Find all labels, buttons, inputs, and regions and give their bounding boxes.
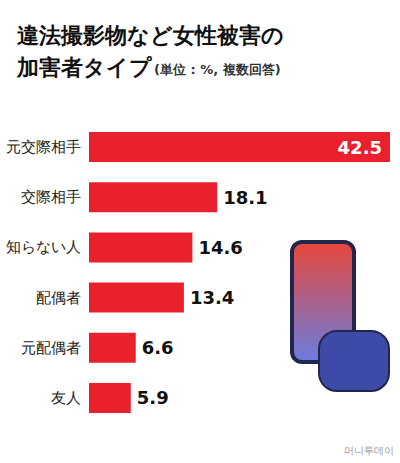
svg-text:5.9: 5.9 bbox=[137, 387, 169, 408]
svg-text:(単位 : %, 複数回答): (単位 : %, 複数回答) bbox=[154, 62, 281, 77]
svg-text:6.6: 6.6 bbox=[142, 337, 174, 358]
svg-text:加害者タイプ: 加害者タイプ bbox=[16, 55, 152, 80]
svg-text:42.5: 42.5 bbox=[338, 137, 382, 158]
svg-text:違法撮影物など女性被害の: 違法撮影物など女性被害の bbox=[17, 23, 284, 48]
svg-text:知らない人: 知らない人 bbox=[6, 238, 81, 256]
svg-text:14.6: 14.6 bbox=[198, 237, 242, 258]
svg-text:交際相手: 交際相手 bbox=[21, 188, 81, 206]
svg-text:13.4: 13.4 bbox=[190, 287, 234, 308]
svg-text:友人: 友人 bbox=[51, 389, 81, 407]
svg-text:18.1: 18.1 bbox=[223, 187, 267, 208]
svg-text:元交際相手: 元交際相手 bbox=[6, 138, 81, 156]
svg-text:元配偶者: 元配偶者 bbox=[21, 339, 81, 357]
svg-text:머니투데이: 머니투데이 bbox=[344, 445, 394, 456]
svg-text:配偶者: 配偶者 bbox=[36, 289, 81, 307]
